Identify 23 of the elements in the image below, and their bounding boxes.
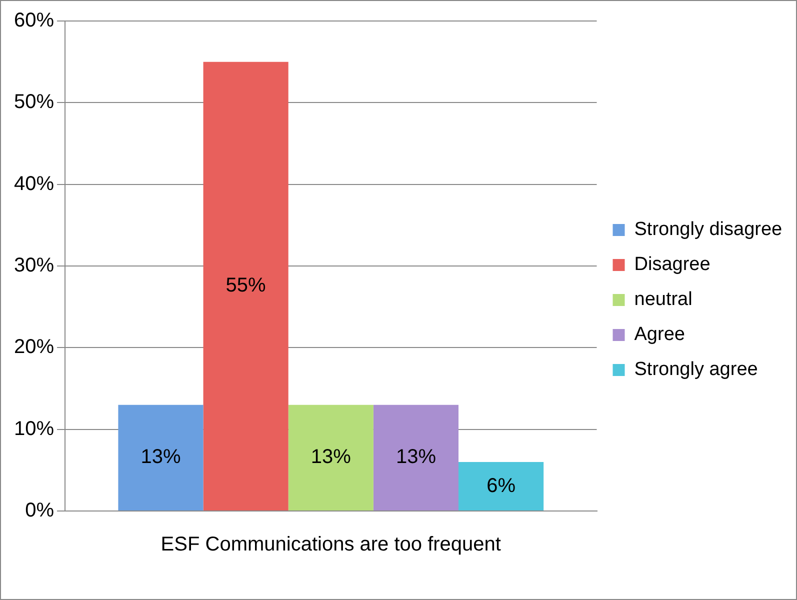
data-label: 55%	[226, 274, 266, 297]
legend-label: Strongly disagree	[634, 219, 782, 240]
data-label: 13%	[140, 446, 181, 468]
legend-label: Disagree	[634, 254, 710, 276]
legend-label: Agree	[634, 324, 685, 346]
bar	[458, 462, 544, 510]
data-label: 13%	[310, 446, 352, 468]
bar	[118, 404, 204, 510]
y-tick-label: 20%	[14, 336, 54, 358]
y-tick-label: 30%	[14, 254, 54, 277]
y-tick-label: 0%	[25, 500, 54, 522]
bar	[203, 62, 288, 510]
y-tick-label: 50%	[14, 91, 54, 114]
bar	[373, 404, 459, 510]
y-tick-label: 60%	[14, 10, 54, 32]
y-tick-label: 10%	[14, 418, 54, 440]
y-tick-label: 40%	[14, 172, 54, 195]
data-label: 13%	[396, 446, 436, 468]
bar	[288, 404, 374, 510]
legend-label: neutral	[634, 289, 692, 310]
x-tick-label: ESF Communications are too frequent	[160, 534, 502, 556]
legend-label: Strongly agree	[634, 359, 758, 380]
data-label: 6%	[486, 474, 516, 497]
